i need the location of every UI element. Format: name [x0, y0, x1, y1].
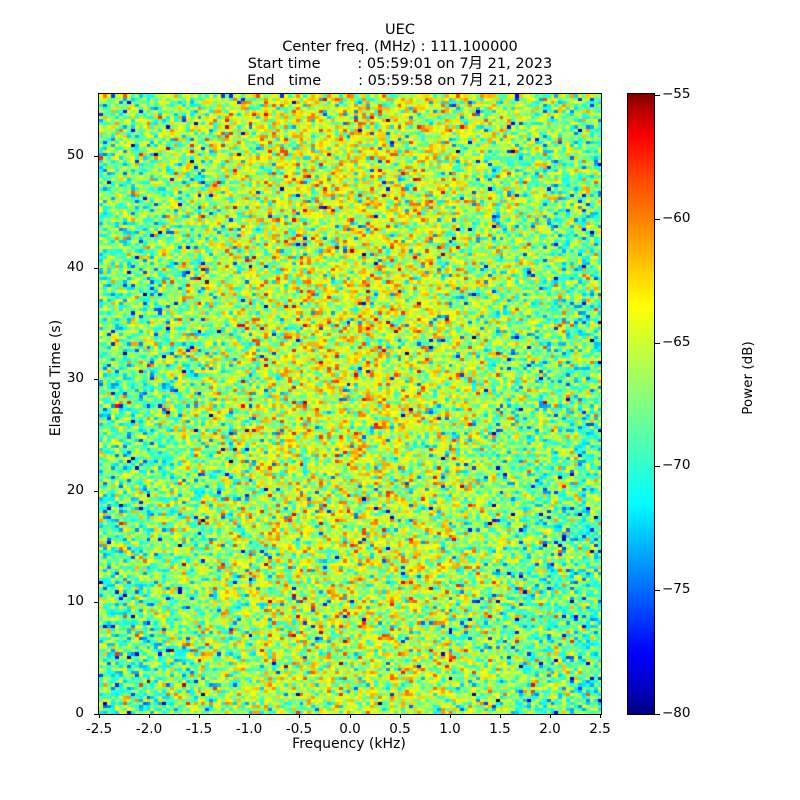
- colorbar-label: Power (dB): [740, 341, 756, 415]
- colorbar: [627, 93, 655, 715]
- figure-title-block: UEC Center freq. (MHz) : 111.100000 Star…: [0, 22, 800, 90]
- colorbar-tick-label: −80: [662, 705, 691, 721]
- x-axis-tick-label: 1.5: [489, 721, 511, 737]
- colorbar-tick: [655, 95, 660, 96]
- x-axis-tick-label: -2.5: [85, 721, 113, 737]
- x-axis-tick-label: -0.5: [285, 721, 313, 737]
- y-axis-tick: [94, 156, 98, 157]
- x-axis-tick: [149, 714, 150, 718]
- title-start-time: Start time : 05:59:01 on 7月 21, 2023: [247, 56, 553, 72]
- y-axis-tick-label: 50: [66, 147, 84, 163]
- y-axis-tick-label: 20: [66, 482, 84, 498]
- x-axis-tick-label: 2.0: [539, 721, 561, 737]
- x-axis-tick-label: -1.0: [235, 721, 263, 737]
- x-axis-tick-label: 2.5: [589, 721, 611, 737]
- title-end-time-wrap: End time : 05:59:58 on 7月 21, 2023: [0, 73, 800, 90]
- x-axis-tick: [249, 714, 250, 718]
- x-axis-tick-label: -2.0: [135, 721, 163, 737]
- colorbar-tick: [655, 343, 660, 344]
- colorbar-tick: [655, 714, 660, 715]
- title-station-name: UEC: [385, 22, 415, 38]
- y-axis-tick: [94, 602, 98, 603]
- title-end-time: End time : 05:59:58 on 7月 21, 2023: [247, 73, 553, 89]
- x-axis-tick: [550, 714, 551, 718]
- y-axis-tick-label: 10: [66, 593, 84, 609]
- x-axis-tick: [400, 714, 401, 718]
- colorbar-gradient: [628, 94, 654, 714]
- spectrogram-plot-area: [98, 93, 602, 715]
- colorbar-tick-label: −75: [662, 581, 691, 597]
- x-axis-tick: [450, 714, 451, 718]
- x-axis-tick: [350, 714, 351, 718]
- y-axis-tick: [94, 491, 98, 492]
- colorbar-tick-label: −65: [662, 334, 691, 350]
- colorbar-tick: [655, 219, 660, 220]
- x-axis-label: Frequency (kHz): [292, 736, 406, 752]
- colorbar-tick-label: −60: [662, 210, 691, 226]
- x-axis-tick-label: 0.5: [389, 721, 411, 737]
- x-axis-tick: [199, 714, 200, 718]
- x-axis-tick: [299, 714, 300, 718]
- title-center-frequency: Center freq. (MHz) : 111.100000: [282, 39, 518, 55]
- y-axis-tick: [94, 379, 98, 380]
- title-start-time-wrap: Start time : 05:59:01 on 7月 21, 2023: [0, 56, 800, 73]
- colorbar-tick: [655, 466, 660, 467]
- y-axis-tick: [94, 714, 98, 715]
- colorbar-tick-label: −70: [662, 457, 691, 473]
- colorbar-tick: [655, 590, 660, 591]
- y-axis-tick-label: 0: [75, 705, 84, 721]
- colorbar-tick-label: −55: [662, 86, 691, 102]
- x-axis-tick-label: 1.0: [439, 721, 461, 737]
- y-axis-tick-label: 40: [66, 259, 84, 275]
- x-axis-tick-label: 0.0: [339, 721, 361, 737]
- y-axis-tick-label: 30: [66, 370, 84, 386]
- x-axis-tick: [500, 714, 501, 718]
- y-axis-tick: [94, 268, 98, 269]
- x-axis-tick-label: -1.5: [185, 721, 213, 737]
- spectrogram-image: [99, 94, 601, 714]
- x-axis-tick: [99, 714, 100, 718]
- x-axis-tick: [600, 714, 601, 718]
